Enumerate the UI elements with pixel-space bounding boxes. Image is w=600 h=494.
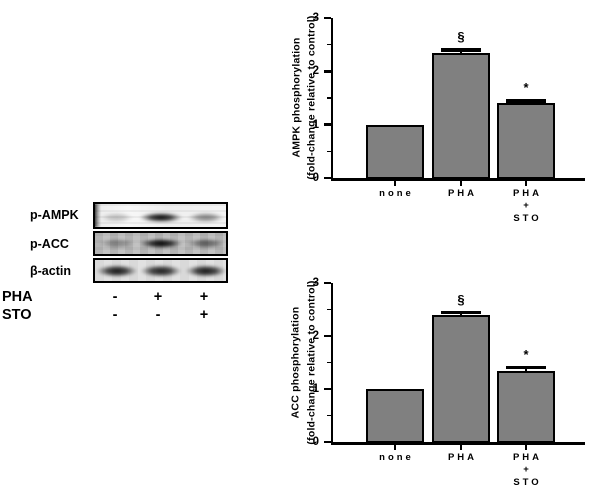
x-tick (460, 180, 462, 186)
sto-lane1-symbol: - (112, 307, 118, 323)
y-minor-tick (326, 308, 331, 311)
condition-label-pha: PHA (2, 289, 33, 305)
bar-pha (432, 314, 490, 443)
x-category-label: + (523, 464, 532, 476)
y-axis-label-line1: ACC phosphorylation (289, 306, 302, 419)
y-major-tick (323, 440, 331, 444)
significance-marker: * (523, 346, 529, 362)
y-minor-tick (326, 97, 331, 99)
blot-label-beta-actin: β-actin (30, 264, 71, 278)
sto-lane2-symbol: - (155, 307, 161, 323)
x-category-label: PHA (447, 188, 478, 199)
x-category-label: PHA (512, 188, 543, 199)
y-minor-tick (326, 43, 331, 46)
error-bar-cap (506, 365, 546, 370)
y-tick-label: 0 (312, 436, 319, 448)
pha-lane2-symbol: + (153, 289, 163, 305)
y-major-tick (323, 16, 331, 20)
y-major-tick (323, 70, 331, 73)
x-tick (460, 444, 462, 450)
y-tick-label: 2 (312, 330, 319, 342)
error-bar-whisker (525, 367, 527, 371)
significance-marker: § (457, 291, 465, 307)
error-bar-cap (506, 99, 546, 103)
y-minor-tick (326, 150, 331, 153)
blot-label-p-ampk: p-AMPK (30, 208, 79, 222)
x-tick (525, 180, 527, 186)
error-bar-cap (441, 310, 481, 315)
pha-lane3-symbol: + (199, 289, 209, 305)
y-axis (330, 18, 333, 181)
bar-none (366, 389, 424, 443)
y-tick-label: 1 (312, 118, 319, 131)
x-tick (394, 444, 396, 450)
y-minor-tick (326, 414, 331, 417)
x-category-label: PHA (447, 452, 478, 463)
bar-none (366, 124, 424, 179)
y-major-tick (323, 334, 331, 338)
x-category-label: none (379, 188, 414, 199)
x-category-label: + (523, 200, 532, 212)
y-tick-label: 3 (312, 277, 319, 289)
x-axis (330, 442, 585, 445)
y-axis (330, 283, 333, 445)
y-tick-label: 3 (312, 12, 319, 24)
y-tick-label: 2 (312, 65, 319, 78)
sto-lane3-symbol: + (199, 307, 209, 323)
significance-marker: § (457, 29, 465, 44)
blot-label-p-acc: p-ACC (30, 237, 69, 251)
x-axis (330, 178, 585, 181)
x-category-label: STO (513, 212, 542, 224)
y-tick-label: 0 (312, 172, 319, 184)
x-tick (394, 180, 396, 186)
pha-lane1-symbol: - (112, 289, 118, 305)
y-major-tick (323, 387, 331, 391)
condition-label-sto: STO (2, 307, 32, 323)
y-tick-label: 1 (312, 383, 319, 395)
error-bar-cap (441, 48, 481, 52)
x-category-label: PHA (512, 452, 543, 463)
bar-pha-+-sto (497, 370, 555, 443)
y-minor-tick (326, 361, 331, 364)
significance-marker: * (523, 80, 529, 96)
bar-pha (432, 52, 490, 179)
y-major-tick (323, 281, 331, 285)
bar-pha-+-sto (497, 103, 555, 179)
x-category-label: STO (513, 476, 542, 488)
x-tick (525, 444, 527, 450)
x-category-label: none (379, 452, 414, 463)
y-major-tick (323, 176, 331, 180)
y-major-tick (323, 123, 331, 126)
